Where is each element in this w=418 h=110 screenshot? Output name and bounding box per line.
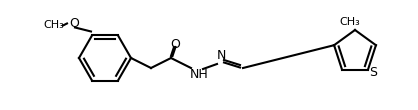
Text: N: N	[216, 49, 226, 61]
Text: O: O	[69, 17, 79, 30]
Text: CH₃: CH₃	[43, 20, 64, 30]
Text: CH₃: CH₃	[339, 17, 360, 27]
Text: NH: NH	[190, 68, 209, 81]
Text: S: S	[369, 66, 377, 79]
Text: O: O	[170, 38, 180, 50]
